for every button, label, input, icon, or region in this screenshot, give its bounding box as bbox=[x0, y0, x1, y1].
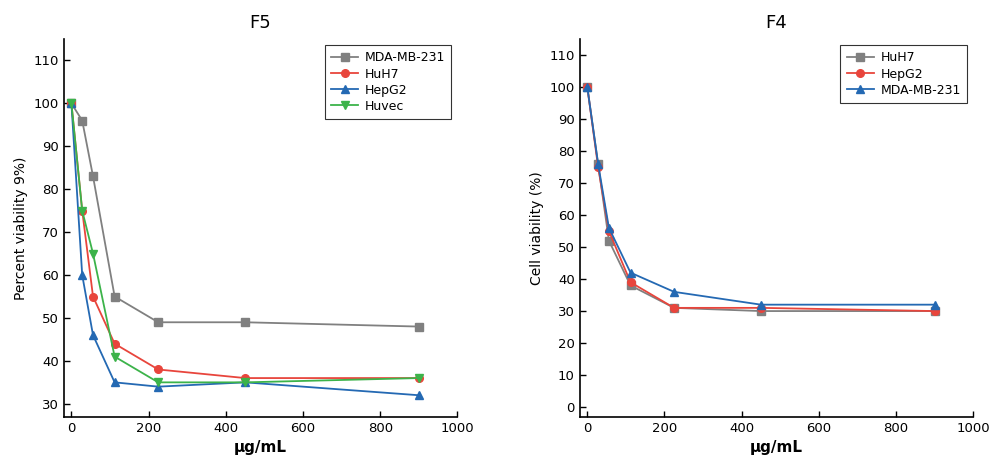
Huvec bbox=[108, 354, 120, 359]
HuH7 bbox=[754, 308, 766, 314]
HuH7 bbox=[602, 238, 614, 243]
Line: HepG2: HepG2 bbox=[67, 99, 422, 399]
X-axis label: μg/mL: μg/mL bbox=[234, 440, 287, 455]
X-axis label: μg/mL: μg/mL bbox=[749, 440, 802, 455]
Huvec bbox=[87, 251, 99, 257]
MDA-MB-231 bbox=[581, 84, 593, 90]
Huvec bbox=[152, 379, 164, 385]
HepG2 bbox=[928, 308, 940, 314]
HepG2 bbox=[239, 379, 251, 385]
HuH7 bbox=[65, 100, 77, 106]
Huvec bbox=[239, 379, 251, 385]
Huvec bbox=[76, 208, 88, 213]
HepG2 bbox=[76, 272, 88, 278]
HepG2 bbox=[581, 84, 593, 90]
Line: HepG2: HepG2 bbox=[583, 83, 938, 315]
HepG2 bbox=[152, 384, 164, 389]
MDA-MB-231 bbox=[624, 270, 636, 275]
MDA-MB-231 bbox=[87, 174, 99, 179]
HepG2 bbox=[602, 228, 614, 234]
HepG2 bbox=[87, 333, 99, 338]
HepG2 bbox=[108, 379, 120, 385]
Y-axis label: Cell viability (%): Cell viability (%) bbox=[530, 171, 544, 285]
MDA-MB-231 bbox=[108, 294, 120, 299]
Y-axis label: Percent viability 9%): Percent viability 9%) bbox=[14, 156, 28, 300]
Legend: MDA-MB-231, HuH7, HepG2, Huvec: MDA-MB-231, HuH7, HepG2, Huvec bbox=[324, 45, 450, 119]
Line: HuH7: HuH7 bbox=[583, 83, 938, 315]
Line: HuH7: HuH7 bbox=[67, 99, 422, 382]
Huvec bbox=[65, 100, 77, 106]
HepG2 bbox=[592, 164, 604, 170]
MDA-MB-231 bbox=[928, 302, 940, 308]
HuH7 bbox=[152, 367, 164, 372]
HuH7 bbox=[667, 305, 679, 310]
Line: MDA-MB-231: MDA-MB-231 bbox=[67, 99, 422, 330]
HuH7 bbox=[108, 341, 120, 347]
HuH7 bbox=[239, 375, 251, 381]
HuH7 bbox=[592, 161, 604, 166]
HuH7 bbox=[928, 308, 940, 314]
MDA-MB-231 bbox=[239, 319, 251, 325]
Legend: HuH7, HepG2, MDA-MB-231: HuH7, HepG2, MDA-MB-231 bbox=[840, 45, 966, 103]
MDA-MB-231 bbox=[76, 118, 88, 123]
MDA-MB-231 bbox=[602, 225, 614, 231]
Title: F5: F5 bbox=[250, 14, 271, 32]
MDA-MB-231 bbox=[754, 302, 766, 308]
HuH7 bbox=[412, 375, 424, 381]
HepG2 bbox=[624, 280, 636, 285]
HuH7 bbox=[76, 208, 88, 213]
Title: F4: F4 bbox=[765, 14, 786, 32]
MDA-MB-231 bbox=[65, 100, 77, 106]
HuH7 bbox=[87, 294, 99, 299]
MDA-MB-231 bbox=[412, 324, 424, 329]
MDA-MB-231 bbox=[667, 289, 679, 295]
HepG2 bbox=[667, 305, 679, 310]
Huvec bbox=[412, 375, 424, 381]
MDA-MB-231 bbox=[152, 319, 164, 325]
HuH7 bbox=[624, 283, 636, 288]
Line: MDA-MB-231: MDA-MB-231 bbox=[583, 83, 938, 309]
HepG2 bbox=[754, 305, 766, 310]
MDA-MB-231 bbox=[592, 161, 604, 166]
HuH7 bbox=[581, 84, 593, 90]
Line: Huvec: Huvec bbox=[67, 99, 422, 386]
HepG2 bbox=[412, 393, 424, 398]
HepG2 bbox=[65, 100, 77, 106]
